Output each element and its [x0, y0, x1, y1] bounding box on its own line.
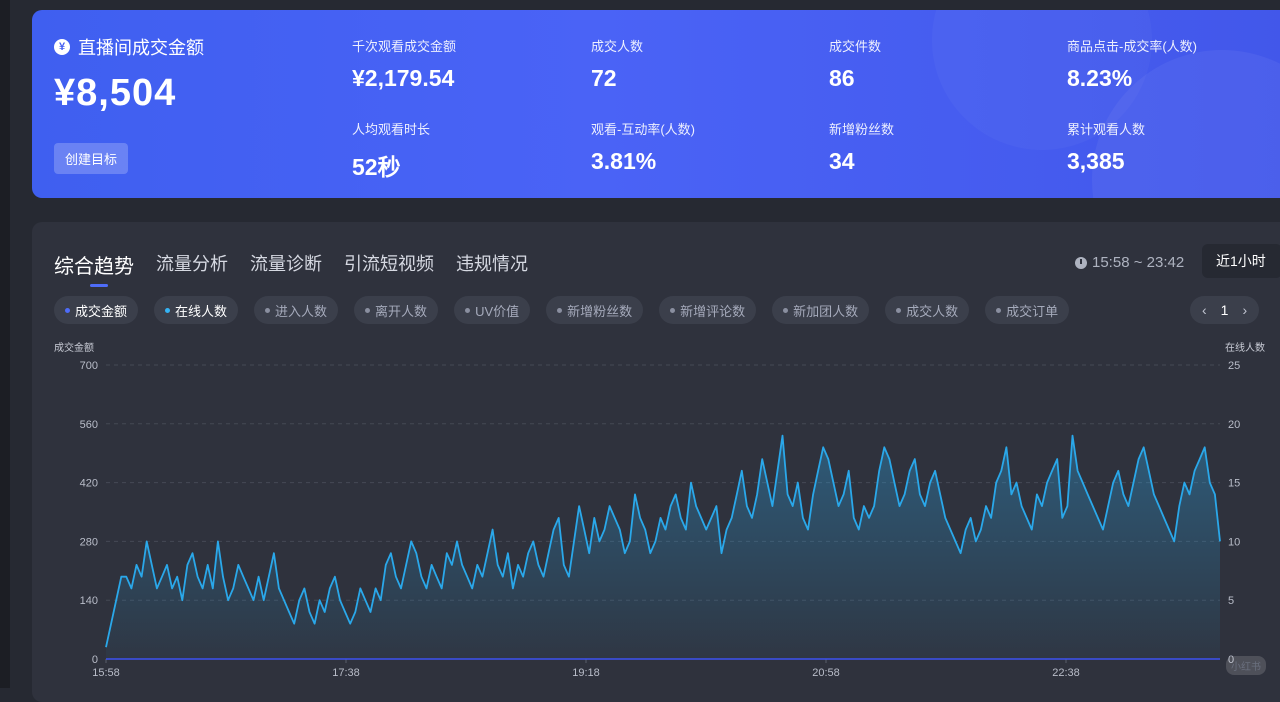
metric-label: 成交件数: [829, 39, 882, 54]
metric-value: 72: [591, 65, 617, 91]
tab-short-video[interactable]: 引流短视频: [344, 254, 434, 274]
y-right-tick-label: 0: [1228, 654, 1234, 666]
chip-label: 成交人数: [906, 303, 959, 319]
x-tick-label: 17:38: [332, 667, 360, 679]
series-line: [105, 434, 1221, 648]
y-right-tick-label: 10: [1228, 536, 1240, 548]
metric-item: 商品点击-成交率(人数) 8.23%: [1067, 36, 1197, 92]
left-strip: [0, 0, 10, 688]
dot-icon: [265, 307, 271, 313]
main-metric-label: ¥ 直播间成交金额: [54, 34, 204, 60]
chip-label: 进入人数: [275, 303, 328, 319]
summary-card: ¥ 直播间成交金额 ¥8,504 创建目标 千次观看成交金额 ¥2,179.54…: [32, 10, 1280, 198]
dot-icon: [65, 307, 70, 313]
tab-violations[interactable]: 违规情况: [456, 254, 528, 274]
chip-new-group[interactable]: 新加团人数: [772, 296, 870, 324]
tab-bar: 综合趋势 流量分析 流量诊断 引流短视频 违规情况: [54, 250, 528, 287]
pager-page: 1: [1220, 302, 1229, 318]
metric-label: 观看-互动率(人数): [591, 122, 695, 137]
dot-icon: [783, 307, 789, 313]
metric-item: 人均观看时长 52秒: [352, 119, 430, 182]
metric-value: 8.23%: [1067, 65, 1133, 91]
dot-icon: [465, 307, 471, 313]
chip-orders[interactable]: 成交订单: [985, 296, 1070, 324]
main-metric-title: 直播间成交金额: [78, 38, 204, 58]
y-left-tick-label: 140: [80, 595, 98, 607]
y-left-tick-label: 0: [92, 654, 98, 666]
dot-icon: [670, 307, 676, 313]
x-tick-label: 15:58: [92, 667, 120, 679]
create-goal-button[interactable]: 创建目标: [54, 143, 129, 174]
chip-label: 在线人数: [175, 303, 228, 319]
chip-label: 离开人数: [375, 303, 428, 319]
chip-label: 成交金额: [75, 303, 128, 319]
clock-icon: [1075, 256, 1087, 269]
y-right-tick-label: 20: [1228, 419, 1240, 431]
tab-comprehensive-trend[interactable]: 综合趋势: [54, 250, 134, 287]
chip-leave-users[interactable]: 离开人数: [354, 296, 439, 324]
y-left-tick-label: 560: [80, 419, 98, 431]
metric-label: 商品点击-成交率(人数): [1067, 39, 1197, 54]
chip-label: UV价值: [475, 303, 520, 319]
dot-icon: [896, 307, 902, 313]
metric-label: 千次观看成交金额: [352, 39, 457, 54]
chip-label: 新增粉丝数: [567, 303, 633, 319]
metric-label: 人均观看时长: [352, 122, 431, 137]
y-right-tick-label: 25: [1228, 360, 1240, 372]
dot-icon: [557, 307, 563, 313]
main-metric-value: ¥8,504: [54, 72, 177, 114]
chip-buyers[interactable]: 成交人数: [885, 296, 970, 324]
metric-chips: 成交金额 在线人数 进入人数 离开人数 UV价值 新增粉丝数 新增评论数 新加团…: [54, 296, 1070, 324]
dot-icon: [996, 307, 1002, 313]
chip-uv-value[interactable]: UV价值: [454, 296, 531, 324]
chip-label: 成交订单: [1006, 303, 1059, 319]
x-tick-label: 19:18: [572, 667, 600, 679]
metric-item: 成交人数 72: [591, 36, 643, 92]
y-right-axis-label: 在线人数: [1225, 341, 1265, 354]
time-range: 15:58 ~ 23:42: [1075, 254, 1184, 271]
metric-item: 成交件数 86: [829, 36, 881, 92]
metric-item: 累计观看人数 3,385: [1067, 119, 1145, 175]
metric-value: 34: [829, 148, 855, 174]
y-left-tick-label: 280: [80, 536, 98, 548]
chip-enter-users[interactable]: 进入人数: [254, 296, 339, 324]
metric-label: 新增粉丝数: [829, 122, 895, 137]
chevron-right-icon[interactable]: ›: [1242, 302, 1248, 318]
chip-gmv[interactable]: 成交金额: [54, 296, 139, 324]
chip-label: 新加团人数: [793, 303, 859, 319]
y-right-tick-label: 5: [1228, 595, 1234, 607]
y-right-tick-label: 15: [1228, 478, 1240, 490]
y-left-tick-label: 420: [80, 478, 98, 490]
chip-label: 新增评论数: [680, 303, 746, 319]
watermark: 小红书: [1226, 656, 1266, 675]
chip-online-users[interactable]: 在线人数: [154, 296, 239, 324]
metric-value: 52秒: [352, 154, 401, 180]
metric-value: 3.81%: [591, 148, 657, 174]
metric-item: 千次观看成交金额 ¥2,179.54: [352, 36, 456, 92]
y-left-tick-label: 700: [80, 360, 98, 372]
metric-label: 累计观看人数: [1067, 122, 1146, 137]
series-area: [106, 435, 1220, 659]
metric-label: 成交人数: [591, 39, 644, 54]
metric-value: ¥2,179.54: [352, 65, 455, 91]
chip-new-fans[interactable]: 新增粉丝数: [546, 296, 644, 324]
period-select[interactable]: 近1小时: [1202, 244, 1280, 278]
yen-icon: ¥: [54, 39, 70, 55]
chip-new-comments[interactable]: 新增评论数: [659, 296, 757, 324]
metric-item: 观看-互动率(人数) 3.81%: [591, 119, 695, 175]
tab-traffic-analysis[interactable]: 流量分析: [156, 254, 228, 274]
tab-traffic-diagnosis[interactable]: 流量诊断: [250, 254, 322, 274]
metric-value: 86: [829, 65, 855, 91]
x-tick-label: 22:38: [1052, 667, 1080, 679]
time-range-text: 15:58 ~ 23:42: [1092, 254, 1185, 271]
metric-value: 3,385: [1067, 148, 1125, 174]
dot-icon: [165, 307, 171, 313]
x-tick-label: 20:58: [812, 667, 840, 679]
chevron-left-icon[interactable]: ‹: [1202, 302, 1207, 318]
y-left-axis-label: 成交金额: [54, 341, 94, 354]
chip-pager: ‹ 1 ›: [1190, 296, 1260, 324]
dot-icon: [365, 307, 371, 313]
metric-item: 新增粉丝数 34: [829, 119, 894, 175]
